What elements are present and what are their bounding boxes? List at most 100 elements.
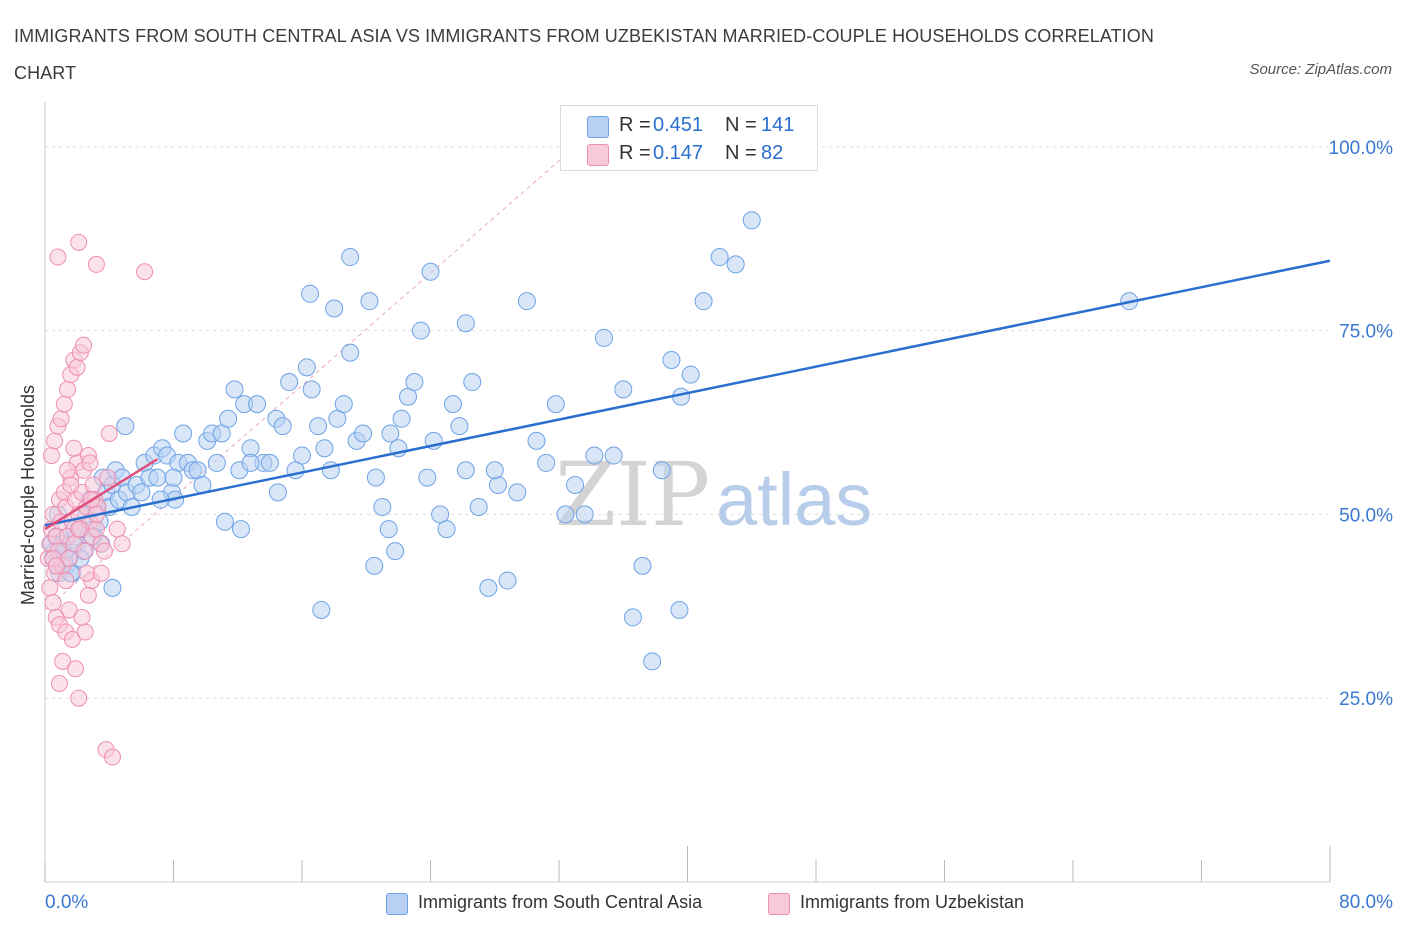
x-tick-label: 0.0% (45, 892, 88, 913)
data-point (108, 520, 126, 538)
n-label: N = (725, 142, 757, 164)
data-point (527, 431, 546, 450)
data-point (334, 395, 353, 414)
grid-lines (45, 146, 1330, 699)
watermark: ZIP atlas (555, 443, 872, 546)
data-point (463, 373, 482, 392)
data-point (411, 321, 430, 340)
data-point (469, 498, 488, 517)
series-legend: Immigrants from South Central Asia Immig… (0, 888, 1406, 918)
data-point (710, 248, 729, 267)
data-point (508, 483, 527, 502)
data-point (726, 255, 745, 274)
data-point (46, 432, 64, 450)
diagonal-reference-line (44, 146, 576, 611)
data-point (652, 461, 671, 480)
x-tick-label: 80.0% (1339, 892, 1393, 913)
blue-swatch-icon (386, 893, 408, 915)
data-point (488, 475, 507, 494)
data-point (517, 292, 536, 311)
data-point (70, 520, 88, 538)
data-point (58, 380, 76, 398)
data-point (443, 395, 462, 414)
data-point (42, 447, 60, 465)
data-point (52, 410, 70, 428)
data-point (421, 262, 440, 281)
data-point (456, 461, 475, 480)
data-point (164, 468, 183, 487)
watermark-zip: ZIP (555, 443, 710, 546)
data-point (79, 586, 97, 604)
data-point (643, 652, 662, 671)
data-point (81, 454, 99, 472)
data-point (136, 263, 154, 281)
data-point (100, 425, 118, 443)
r-value: 0.147 (653, 142, 704, 164)
data-point (84, 476, 102, 494)
data-point (273, 417, 292, 436)
data-point (381, 424, 400, 443)
data-point (694, 292, 713, 311)
data-point (437, 520, 456, 539)
n-label: N = (725, 114, 757, 136)
data-point (219, 409, 238, 428)
data-point (315, 439, 334, 458)
axes (44, 102, 1331, 883)
data-point (41, 579, 59, 597)
data-point (366, 468, 385, 487)
data-point (60, 601, 78, 619)
data-point (498, 571, 517, 590)
y-tick-label: 75.0% (1339, 322, 1393, 343)
data-point (78, 564, 96, 582)
y-tick-label: 50.0% (1339, 505, 1393, 526)
data-point (373, 498, 392, 517)
trend-lines (44, 259, 1331, 531)
tick-labels: 25.0% 50.0% 75.0% 100.0% 0.0% 80.0% (45, 138, 1393, 913)
data-point (268, 483, 287, 502)
y-tick-label: 25.0% (1339, 689, 1393, 710)
data-point (67, 660, 85, 678)
data-point (57, 572, 75, 590)
data-point (87, 255, 105, 273)
data-point (63, 630, 81, 648)
data-point (87, 520, 105, 538)
data-point (341, 343, 360, 362)
data-point (537, 453, 556, 472)
data-point (623, 608, 642, 627)
data-point (76, 542, 94, 560)
data-point (546, 395, 565, 414)
chart-title: IMMIGRANTS FROM SOUTH CENTRAL ASIA VS IM… (14, 26, 1154, 83)
stats-legend: R = 0.451 N = 141 R = 0.147 N = 82 (560, 105, 818, 171)
data-point (55, 395, 73, 413)
data-point (670, 600, 689, 619)
data-point (225, 380, 244, 399)
data-point (95, 542, 113, 560)
data-point (325, 299, 344, 318)
data-point (386, 542, 405, 561)
data-point (260, 453, 279, 472)
pink-swatch-icon (768, 893, 790, 915)
data-point (49, 248, 67, 266)
data-point (113, 535, 131, 553)
data-point (365, 556, 384, 575)
data-point (103, 748, 121, 766)
data-point (47, 557, 65, 575)
legend-label: Immigrants from Uzbekistan (800, 892, 1025, 912)
blue-swatch-icon (587, 116, 609, 138)
data-point (73, 608, 91, 626)
data-point (231, 520, 250, 539)
trend-line-uzbekistan (44, 458, 159, 531)
data-point (604, 446, 623, 465)
stats-row-uzbekistan: R = 0.147 N = 82 (561, 140, 817, 168)
data-point (312, 600, 331, 619)
trend-line-south-central-asia (44, 259, 1331, 527)
data-point (293, 446, 311, 465)
data-point (207, 453, 226, 472)
data-point (354, 424, 373, 443)
data-point (485, 461, 504, 480)
data-point (633, 556, 652, 575)
data-point (280, 373, 299, 392)
data-point (392, 409, 411, 428)
stats-row-south-central-asia: R = 0.451 N = 141 (561, 112, 817, 140)
